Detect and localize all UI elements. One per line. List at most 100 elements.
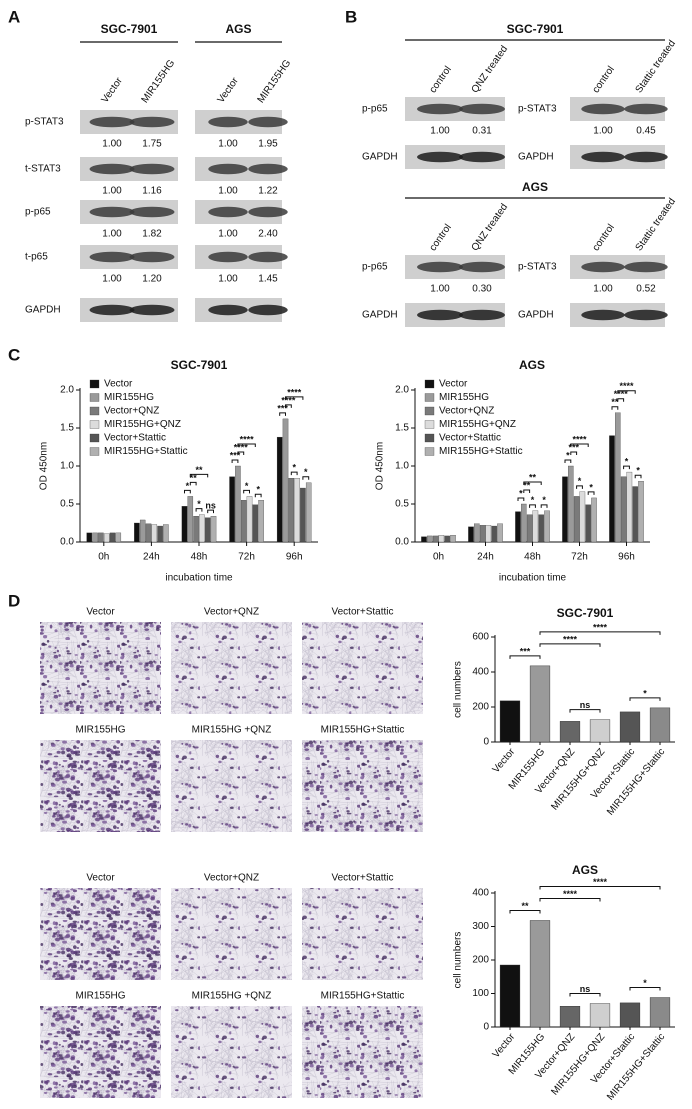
bar (538, 514, 544, 543)
sig-bracket (189, 473, 209, 478)
panel-label: C (8, 345, 20, 364)
lane-label: control (428, 64, 454, 95)
bar (240, 500, 247, 543)
blot-band (581, 261, 625, 273)
legend-swatch (424, 447, 435, 456)
sig-label: **** (563, 634, 578, 644)
micrograph (171, 1006, 292, 1098)
blot-band (129, 206, 175, 218)
bar (562, 476, 568, 543)
blot-band (89, 163, 135, 175)
quant-value: 0.45 (636, 126, 656, 137)
blot-band (89, 304, 135, 316)
bar (98, 532, 104, 543)
row-label: GAPDH (518, 310, 554, 321)
legend-swatch (89, 379, 100, 389)
bar (229, 476, 235, 543)
y-tick-label: 300 (472, 921, 489, 932)
panel-label: B (345, 7, 357, 26)
bar (532, 510, 539, 543)
chart-title: AGS (572, 863, 598, 877)
blot-band (208, 304, 248, 316)
sig-bracket (285, 404, 292, 408)
y-tick-label: 0 (483, 737, 489, 748)
legend-swatch (89, 433, 100, 443)
bar (638, 481, 644, 543)
x-tick-label: 0h (433, 552, 444, 563)
legend-swatch (89, 447, 100, 456)
blot-band (459, 261, 505, 273)
blot-band (89, 116, 135, 128)
micrograph (302, 740, 423, 832)
sig-label: **** (281, 395, 296, 405)
blot-band (417, 151, 463, 163)
bar (163, 524, 169, 543)
y-tick-label: 0 (483, 1022, 489, 1033)
bar (573, 496, 580, 543)
quant-value: 1.00 (102, 139, 122, 150)
sig-label: **** (563, 889, 578, 899)
blot-band (624, 261, 668, 273)
blot-band (248, 116, 288, 128)
legend-label: Vector+QNZ (104, 406, 159, 417)
bar (204, 517, 211, 543)
y-tick-label: 600 (472, 632, 489, 643)
legend-swatch (89, 420, 100, 429)
bar (145, 523, 152, 543)
bar (485, 525, 492, 543)
lane-label: Vector (216, 75, 242, 105)
bar (432, 535, 439, 543)
sig-bracket (517, 497, 525, 501)
blot-band (459, 151, 505, 163)
quant-value: 1.22 (258, 186, 278, 197)
sig-label: * (636, 466, 640, 476)
sig-label: * (519, 488, 523, 498)
quant-value: 0.30 (472, 284, 492, 295)
chart-title: SGC-7901 (171, 358, 228, 372)
blot-band (581, 309, 625, 321)
image-label: Vector (86, 607, 115, 618)
blot-band (129, 251, 175, 263)
y-axis-label: OD 450nm (39, 442, 50, 490)
quant-value: 1.00 (102, 274, 122, 285)
bar (427, 535, 433, 543)
bar (474, 523, 480, 543)
bar (497, 523, 503, 543)
sig-label: **** (572, 434, 587, 444)
y-tick-label: 400 (472, 888, 489, 899)
sig-label: * (304, 467, 308, 477)
lane-label: Stattic treated (634, 38, 678, 95)
legend-label: MIR155HG (439, 392, 489, 403)
image-label: Vector+Stattic (332, 873, 394, 884)
x-tick-label: MIR155HG+Stattic (605, 1032, 667, 1103)
sig-bracket (509, 655, 541, 659)
sig-bracket (539, 643, 601, 647)
quant-value: 1.00 (218, 139, 238, 150)
image-label: Vector+QNZ (204, 607, 259, 618)
quant-value: 1.00 (593, 126, 613, 137)
bar (157, 525, 163, 543)
blot-band (129, 116, 175, 128)
legend-swatch (424, 406, 435, 416)
legend-label: Vector (104, 379, 133, 390)
bar (544, 510, 550, 543)
sig-label: **** (287, 387, 302, 397)
sig-bracket (611, 406, 619, 410)
sig-label: * (625, 456, 629, 466)
sig-label: *** (568, 442, 579, 452)
quant-value: 1.20 (142, 274, 162, 285)
y-tick-label: 2.0 (395, 385, 409, 396)
legend-label: MIR155HG (104, 392, 154, 403)
y-tick-label: 100 (472, 988, 489, 999)
sig-bracket (237, 451, 245, 455)
blot-band (89, 206, 135, 218)
bar (252, 504, 259, 543)
y-tick-label: 0.5 (60, 499, 74, 510)
quant-value: 1.00 (102, 229, 122, 240)
y-tick-label: 1.0 (60, 461, 74, 472)
sig-bracket (570, 443, 589, 447)
bar (294, 478, 300, 543)
blot-band (581, 103, 625, 115)
sig-label: * (566, 450, 570, 460)
